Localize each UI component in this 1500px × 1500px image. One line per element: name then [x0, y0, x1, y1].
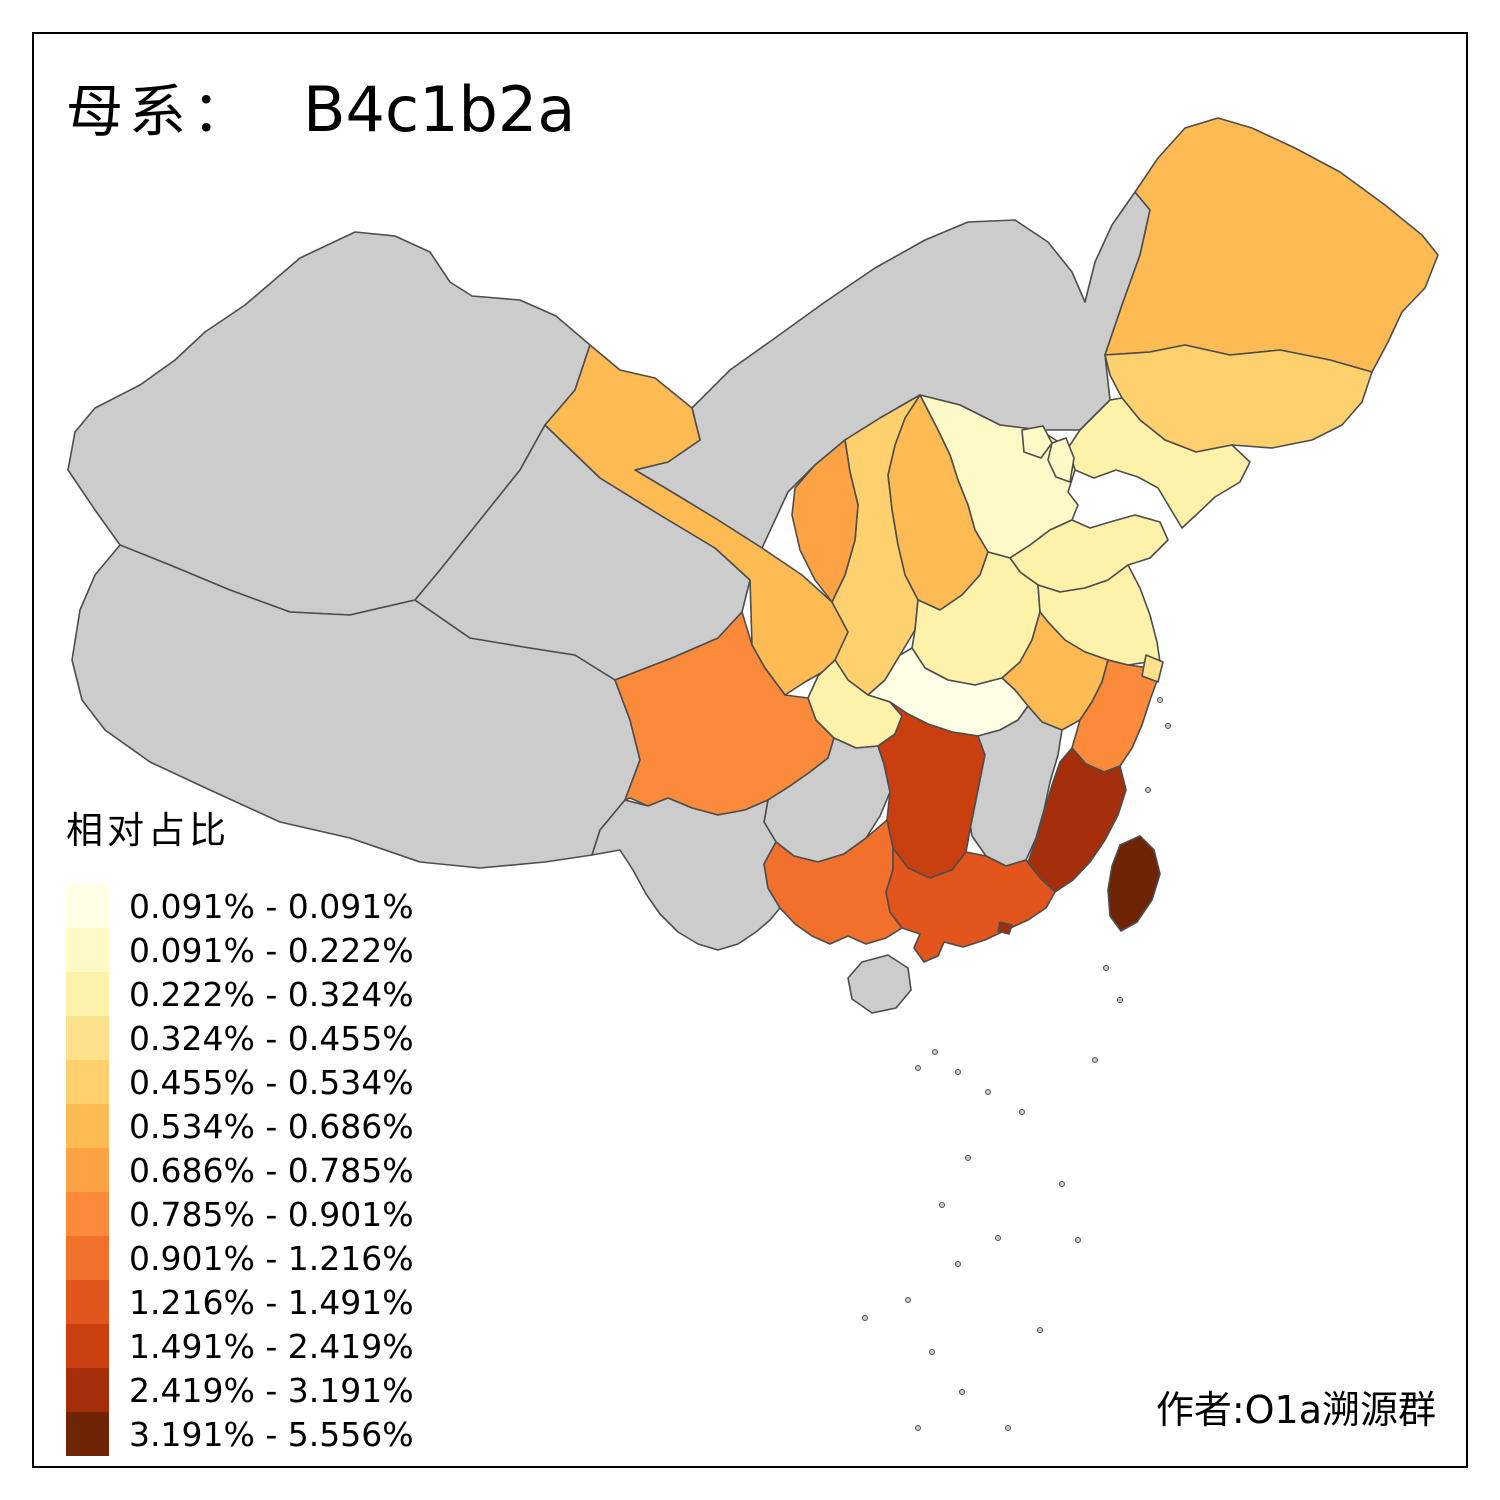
sea-islet [1103, 965, 1109, 971]
legend-swatch [66, 1324, 109, 1368]
legend-item: 3.191% - 5.556% [66, 1412, 414, 1456]
legend-label: 3.191% - 5.556% [129, 1414, 414, 1454]
legend-label: 2.419% - 3.191% [129, 1370, 414, 1410]
sea-islet [1005, 1425, 1011, 1431]
sea-islet [1117, 997, 1123, 1003]
legend-label: 0.534% - 0.686% [129, 1106, 414, 1146]
sea-islet [939, 1202, 945, 1208]
legend-swatch [66, 1412, 109, 1456]
province-fujian [1027, 747, 1127, 893]
plot-title: 母系： B4c1b2a [66, 66, 575, 148]
legend-swatch [66, 1192, 109, 1236]
sea-islet [959, 1389, 965, 1395]
sea-islet [985, 1089, 991, 1095]
sea-islet [1059, 1181, 1065, 1187]
province-heilongjiang [1104, 117, 1439, 373]
legend-title: 相对占比 [66, 809, 230, 852]
legend-item: 0.324% - 0.455% [66, 1016, 414, 1060]
title-haplogroup: B4c1b2a [303, 73, 576, 146]
legend-label: 0.324% - 0.455% [129, 1018, 414, 1058]
sea-islet [955, 1261, 961, 1267]
legend-item: 0.534% - 0.686% [66, 1104, 414, 1148]
legend-swatch [66, 1368, 109, 1412]
province-taiwan [1107, 835, 1161, 932]
legend-swatch [66, 1060, 109, 1104]
legend-item: 0.686% - 0.785% [66, 1148, 414, 1192]
legend-item: 0.901% - 1.216% [66, 1236, 414, 1280]
legend-item: 1.491% - 2.419% [66, 1324, 414, 1368]
sea-islet [1145, 787, 1151, 793]
legend-item: 0.091% - 0.091% [66, 884, 414, 928]
legend-label: 0.222% - 0.324% [129, 974, 414, 1014]
legend-items: 0.091% - 0.091% 0.091% - 0.222% 0.222% - 0… [66, 884, 414, 1456]
legend-label: 1.216% - 1.491% [129, 1282, 414, 1322]
legend-swatch [66, 1104, 109, 1148]
province-hongkong [997, 921, 1013, 935]
province-tianjin [1047, 437, 1075, 483]
sea-islet [1019, 1109, 1025, 1115]
legend-swatch [66, 1280, 109, 1324]
province-beijing [1021, 425, 1053, 459]
legend-swatch [66, 1016, 109, 1060]
sea-islet [965, 1155, 971, 1161]
legend-label: 0.455% - 0.534% [129, 1062, 414, 1102]
province-anhui [1001, 611, 1109, 731]
sea-islet [915, 1065, 921, 1071]
sea-islet [1075, 1237, 1081, 1243]
sea-islet [932, 1049, 938, 1055]
legend-item: 1.216% - 1.491% [66, 1280, 414, 1324]
sea-islet [915, 1425, 921, 1431]
author-credit: 作者:O1a溯源群 [1155, 1388, 1436, 1432]
legend-label: 1.491% - 2.419% [129, 1326, 414, 1366]
legend: 相对占比 0.091% - 0.091% 0.091% - 0.222% 0.222… [66, 800, 414, 1456]
legend-swatch [66, 884, 109, 928]
sea-islet [1165, 723, 1171, 729]
legend-swatch [66, 1236, 109, 1280]
sea-islet [862, 1315, 868, 1321]
legend-label: 0.091% - 0.091% [129, 886, 414, 926]
legend-item: 2.419% - 3.191% [66, 1368, 414, 1412]
legend-label: 0.785% - 0.901% [129, 1194, 414, 1234]
province-guangdong [885, 847, 1056, 963]
sea-islet [929, 1349, 935, 1355]
province-jilin [1104, 344, 1373, 453]
legend-swatch [66, 972, 109, 1016]
legend-label: 0.686% - 0.785% [129, 1150, 414, 1190]
province-shanghai [1141, 654, 1164, 683]
legend-item: 0.222% - 0.324% [66, 972, 414, 1016]
sea-islet [905, 1297, 911, 1303]
sea-islet [1037, 1327, 1043, 1333]
legend-label: 0.901% - 1.216% [129, 1238, 414, 1278]
legend-item: 0.455% - 0.534% [66, 1060, 414, 1104]
province-yunnan [591, 797, 781, 951]
title-prefix: 母系： [66, 79, 255, 145]
sea-islet [995, 1235, 1001, 1241]
legend-item: 0.091% - 0.222% [66, 928, 414, 972]
legend-swatch [66, 1148, 109, 1192]
sea-islet [1092, 1057, 1098, 1063]
province-hainan [847, 954, 912, 1014]
legend-label: 0.091% - 0.222% [129, 930, 414, 970]
sea-islet [1157, 697, 1163, 703]
sea-islet [955, 1069, 961, 1075]
legend-swatch [66, 928, 109, 972]
legend-item: 0.785% - 0.901% [66, 1192, 414, 1236]
province-ningxia [791, 439, 859, 603]
